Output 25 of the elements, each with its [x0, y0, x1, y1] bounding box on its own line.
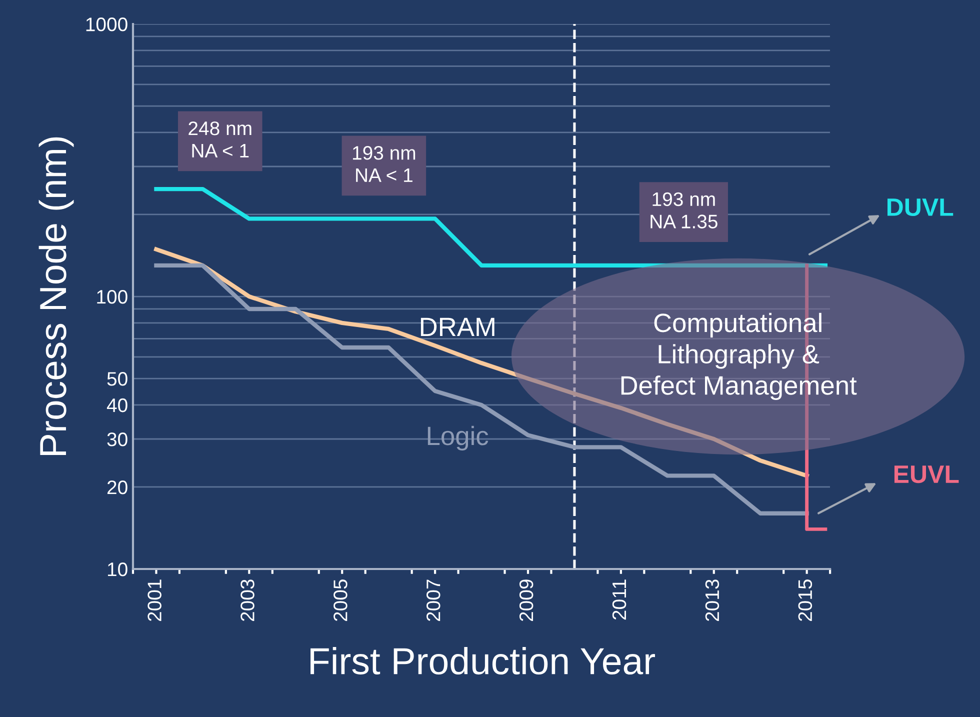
x-tick-label: 2001 — [148, 580, 162, 622]
annotation: 193 nm NA < 1 — [352, 146, 416, 182]
x-tick-label: 2005 — [334, 580, 348, 622]
x-tick-label: 2015 — [798, 580, 812, 622]
y-tick-label: 10 — [108, 562, 128, 576]
y-tick-label: 100 — [97, 290, 128, 304]
annotation: Computational Lithography & Defect Management — [621, 312, 857, 400]
annotation: 193 nm NA 1.35 — [650, 192, 718, 228]
y-tick-label: 20 — [107, 480, 128, 494]
x-tick-label: 2013 — [705, 580, 720, 622]
x-axis-title: First Production Year — [310, 646, 655, 675]
text: EUVL — [894, 466, 959, 484]
series-label: DRAM — [420, 318, 494, 336]
x-tick-label: 2003 — [240, 580, 254, 622]
y-axis-title: Process Node (nm) — [38, 137, 74, 455]
annotation: 248 nm NA < 1 — [188, 121, 252, 158]
text: DUVL — [888, 198, 954, 216]
x-tick-label: 2009 — [519, 580, 534, 622]
y-tick-label: 1000 — [86, 17, 128, 32]
series-label: Logic — [428, 426, 488, 451]
y-tick-label: 50 — [107, 372, 128, 386]
y-tick-label: 30 — [107, 432, 128, 446]
x-tick-label: 2007 — [426, 580, 440, 622]
y-tick-label: 40 — [106, 398, 128, 412]
x-tick-label: 2011 — [612, 580, 626, 620]
